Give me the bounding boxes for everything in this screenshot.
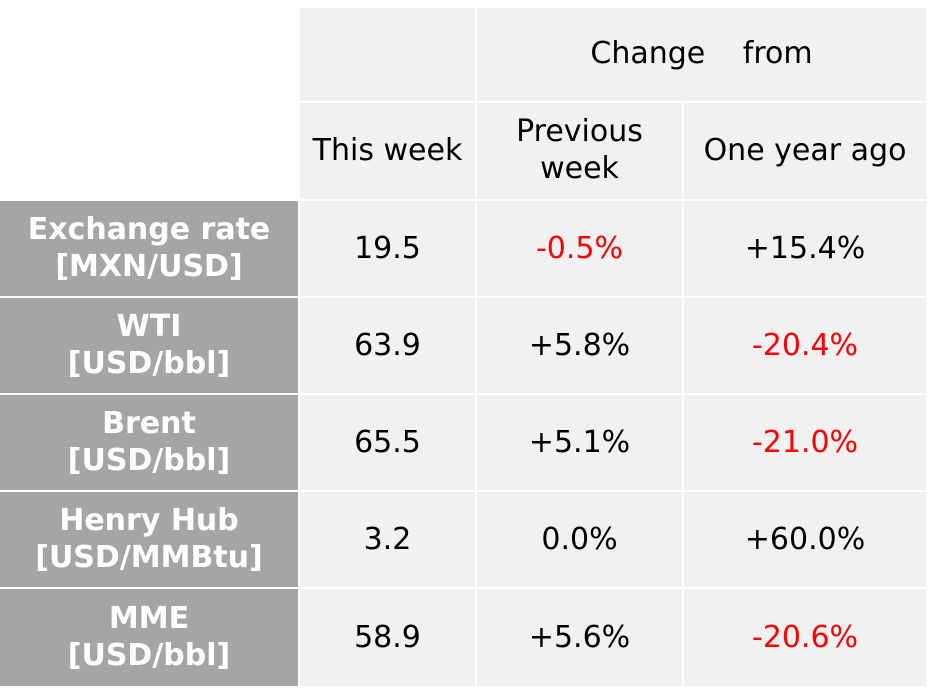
cell-one-year-ago: +15.4% xyxy=(684,201,926,296)
cell-this-week: 19.5 xyxy=(300,201,475,296)
cell-this-week: 63.9 xyxy=(300,298,475,393)
row-label-line1: WTI xyxy=(116,308,182,344)
row-label-line1: Exchange rate xyxy=(27,211,271,247)
header-previous-week: Previous week xyxy=(477,103,682,199)
row-label-line2: [USD/bbl] xyxy=(67,637,231,673)
header-blank-cell xyxy=(300,8,475,101)
row-label-wti: WTI [USD/bbl] xyxy=(0,298,298,393)
header-one-year-ago: One year ago xyxy=(684,103,926,199)
cell-one-year-ago: +60.0% xyxy=(684,492,926,587)
cell-this-week: 65.5 xyxy=(300,395,475,490)
row-label-brent: Brent [USD/bbl] xyxy=(0,395,298,490)
row-label-line2: [MXN/USD] xyxy=(55,248,243,284)
cell-previous-week: +5.8% xyxy=(477,298,682,393)
row-label-henry-hub: Henry Hub [USD/MMBtu] xyxy=(0,492,298,587)
cell-this-week: 58.9 xyxy=(300,589,475,686)
row-label-line1: Henry Hub xyxy=(59,502,239,538)
header-change-from-label: Change from xyxy=(590,36,813,72)
header-previous-week-line1: Previous xyxy=(516,114,643,150)
cell-previous-week: -0.5% xyxy=(477,201,682,296)
cell-this-week: 3.2 xyxy=(300,492,475,587)
cell-previous-week: +5.1% xyxy=(477,395,682,490)
header-previous-week-line2: week xyxy=(540,151,619,186)
row-label-mme: MME [USD/bbl] xyxy=(0,589,298,686)
row-label-line2: [USD/MMBtu] xyxy=(35,539,263,575)
cell-previous-week: +5.6% xyxy=(477,589,682,686)
row-label-line1: MME xyxy=(108,600,190,636)
header-change-from: Change from xyxy=(477,8,926,101)
row-label-line2: [USD/bbl] xyxy=(67,345,231,381)
row-label-line1: Brent xyxy=(102,405,196,441)
cell-one-year-ago: -20.4% xyxy=(684,298,926,393)
cell-previous-week: 0.0% xyxy=(477,492,682,587)
cell-one-year-ago: -20.6% xyxy=(684,589,926,686)
row-label-line2: [USD/bbl] xyxy=(67,442,231,478)
header-this-week: This week xyxy=(300,103,475,199)
row-label-exchange-rate: Exchange rate [MXN/USD] xyxy=(0,201,298,296)
header-one-year-ago-label: One year ago xyxy=(703,132,907,168)
header-this-week-label: This week xyxy=(312,132,463,168)
cell-one-year-ago: -21.0% xyxy=(684,395,926,490)
